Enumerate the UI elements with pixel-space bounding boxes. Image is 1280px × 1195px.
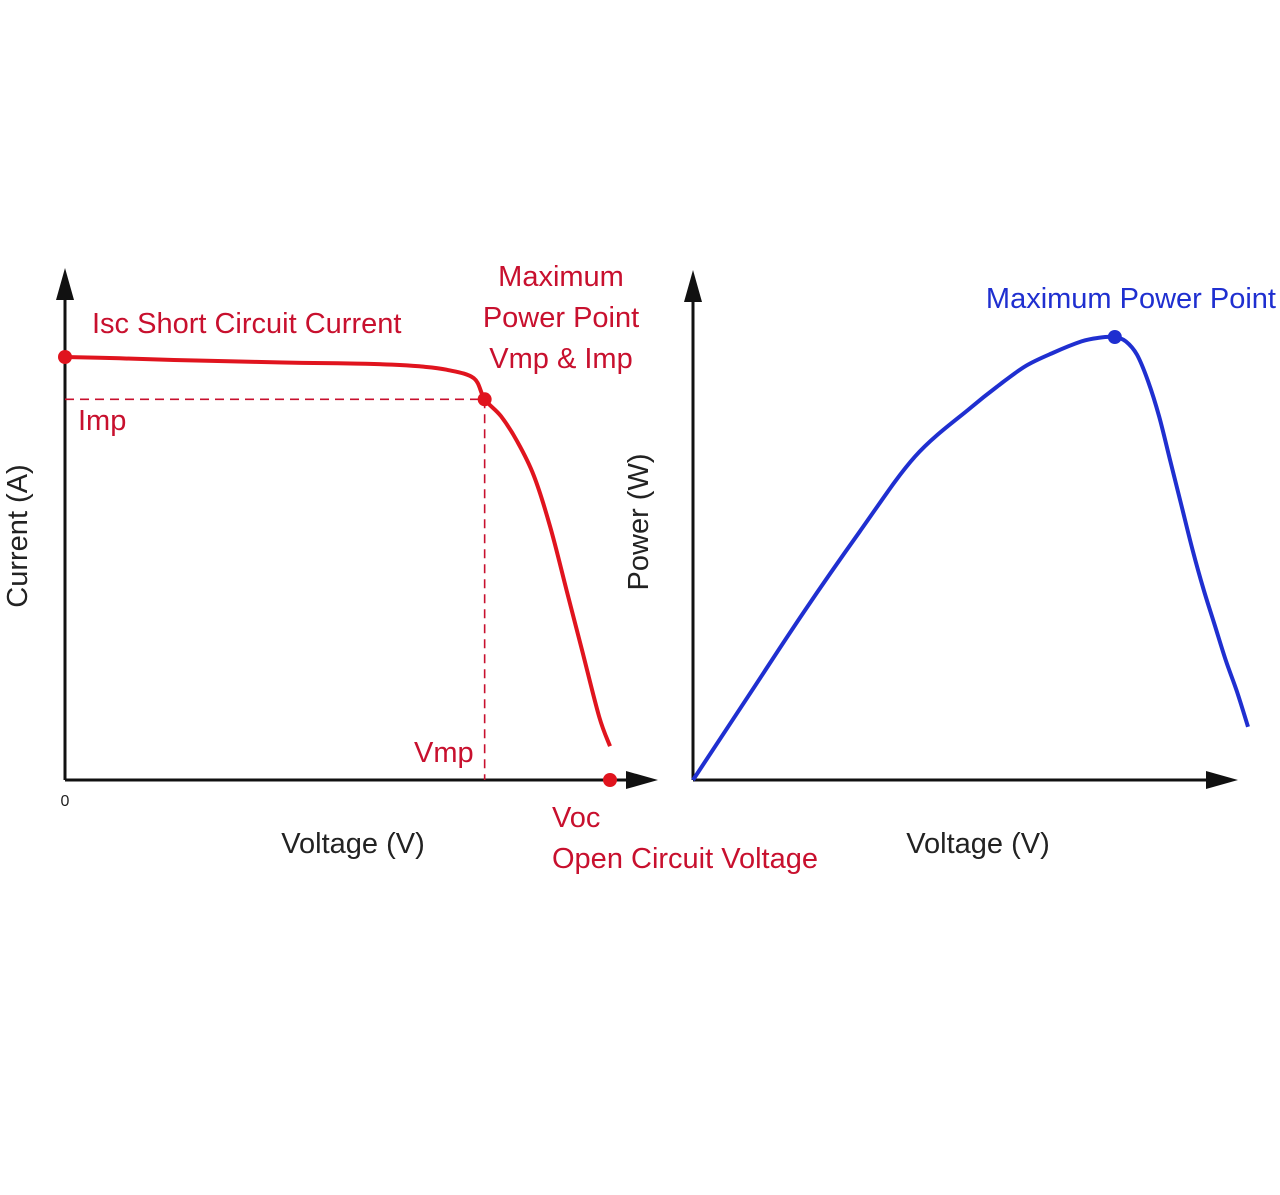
iv-y-axis-title: Current (A): [2, 464, 34, 607]
iv-y-axis-arrow: [56, 268, 74, 300]
pv-y-axis-title: Power (W): [623, 454, 655, 591]
pv-x-axis-arrow: [1206, 771, 1238, 789]
iv-mpp-point: [477, 392, 492, 407]
voc-description-label: Open Circuit Voltage: [552, 843, 818, 875]
iv-x-axis-title: Voltage (V): [281, 828, 424, 860]
iv-origin-tick-label: 0: [61, 793, 70, 810]
iv-x-axis-arrow: [626, 771, 658, 789]
pv-y-axis-arrow: [684, 270, 702, 302]
pv-x-axis-title: Voltage (V): [906, 828, 1049, 860]
pv-curve-line: [691, 334, 1250, 782]
isc-label: Isc Short Circuit Current: [92, 308, 401, 340]
voc-label: Voc: [552, 802, 600, 834]
pv-mpp-point: [1107, 330, 1122, 344]
iv-chart: Isc Short Circuit Current Maximum Power …: [2, 261, 818, 875]
voc-point: [603, 773, 617, 787]
pv-chart: Maximum Power Point Voltage (V) Power (W…: [623, 270, 1276, 860]
mpp-label-line-1: Maximum: [498, 261, 624, 293]
mpp-label-line-3: Vmp & Imp: [489, 343, 632, 375]
pv-mpp-label: Maximum Power Point: [986, 283, 1276, 315]
iv-curve-line: [64, 355, 612, 747]
imp-label: Imp: [78, 405, 126, 437]
mpp-label-line-2: Power Point: [483, 302, 639, 334]
isc-point: [58, 350, 72, 364]
vmp-label: Vmp: [414, 737, 474, 769]
